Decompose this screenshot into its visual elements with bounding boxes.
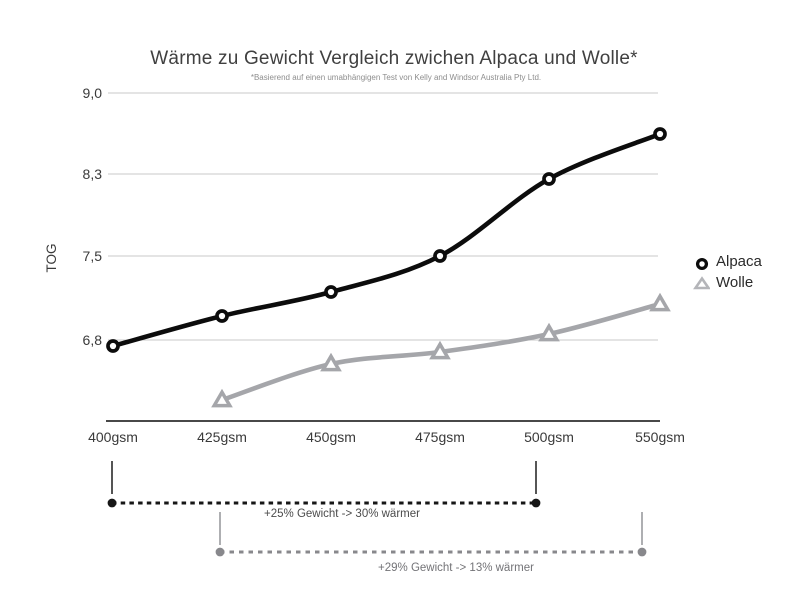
y-tick-label: 8,3 [83, 166, 103, 182]
annotation-dot [531, 498, 541, 508]
wolle-data-point [211, 388, 233, 408]
annotation-label: +29% Gewicht -> 13% wärmer [378, 562, 534, 574]
annotation-dot [215, 547, 225, 557]
x-tick-label: 400gsm [88, 429, 138, 445]
wolle-data-point [538, 322, 560, 342]
alpaca-data-point [215, 309, 229, 323]
y-tick-label: 7,5 [83, 248, 103, 264]
x-tick-label: 500gsm [524, 429, 574, 445]
chart-title: Wärme zu Gewicht Vergleich zwichen Alpac… [150, 48, 638, 69]
y-axis-title: TOG [44, 243, 59, 272]
annotation-label: +25% Gewicht -> 30% wärmer [264, 508, 420, 520]
alpaca-circle-marker-icon [695, 257, 709, 270]
series-group [106, 127, 671, 408]
legend-item-alpaca: Alpaca [692, 251, 762, 272]
alpaca-data-point [433, 249, 447, 263]
alpaca-data-point [106, 339, 120, 353]
gridlines-group [108, 92, 658, 341]
x-tick-label: 425gsm [197, 429, 247, 445]
wolle-data-point [649, 292, 671, 312]
wolle-data-point [320, 352, 342, 372]
wolle-data-point [429, 340, 451, 360]
alpaca-line [110, 131, 663, 349]
wolle-triangle-marker-icon [693, 275, 710, 289]
x-tick-label: 550gsm [635, 429, 685, 445]
annotations-group: +25% Gewicht -> 30% wärmer +29% Gewicht -… [107, 461, 647, 574]
x-tick-label: 475gsm [415, 429, 465, 445]
x-axis-tick-labels-group: 400gsm 425gsm 450gsm 475gsm 500gsm 550gsm [88, 429, 685, 445]
alpaca-data-point [542, 172, 556, 186]
legend-label-alpaca: Alpaca [716, 253, 762, 270]
legend: Alpaca Wolle [692, 251, 762, 293]
annotation-dot [107, 498, 117, 508]
legend-label-wolle: Wolle [716, 274, 754, 291]
alpaca-data-point [653, 127, 667, 141]
y-axis-tick-labels-group: 6,8 7,5 8,3 9,0 [83, 85, 103, 348]
y-tick-label: 6,8 [83, 332, 103, 348]
legend-item-wolle: Wolle [692, 272, 762, 293]
x-tick-label: 450gsm [306, 429, 356, 445]
alpaca-data-point [324, 285, 338, 299]
annotation-dot [637, 547, 647, 557]
y-tick-label: 9,0 [83, 85, 103, 101]
chart-subtitle: *Basierend auf einen umabhängigen Test v… [250, 73, 542, 82]
